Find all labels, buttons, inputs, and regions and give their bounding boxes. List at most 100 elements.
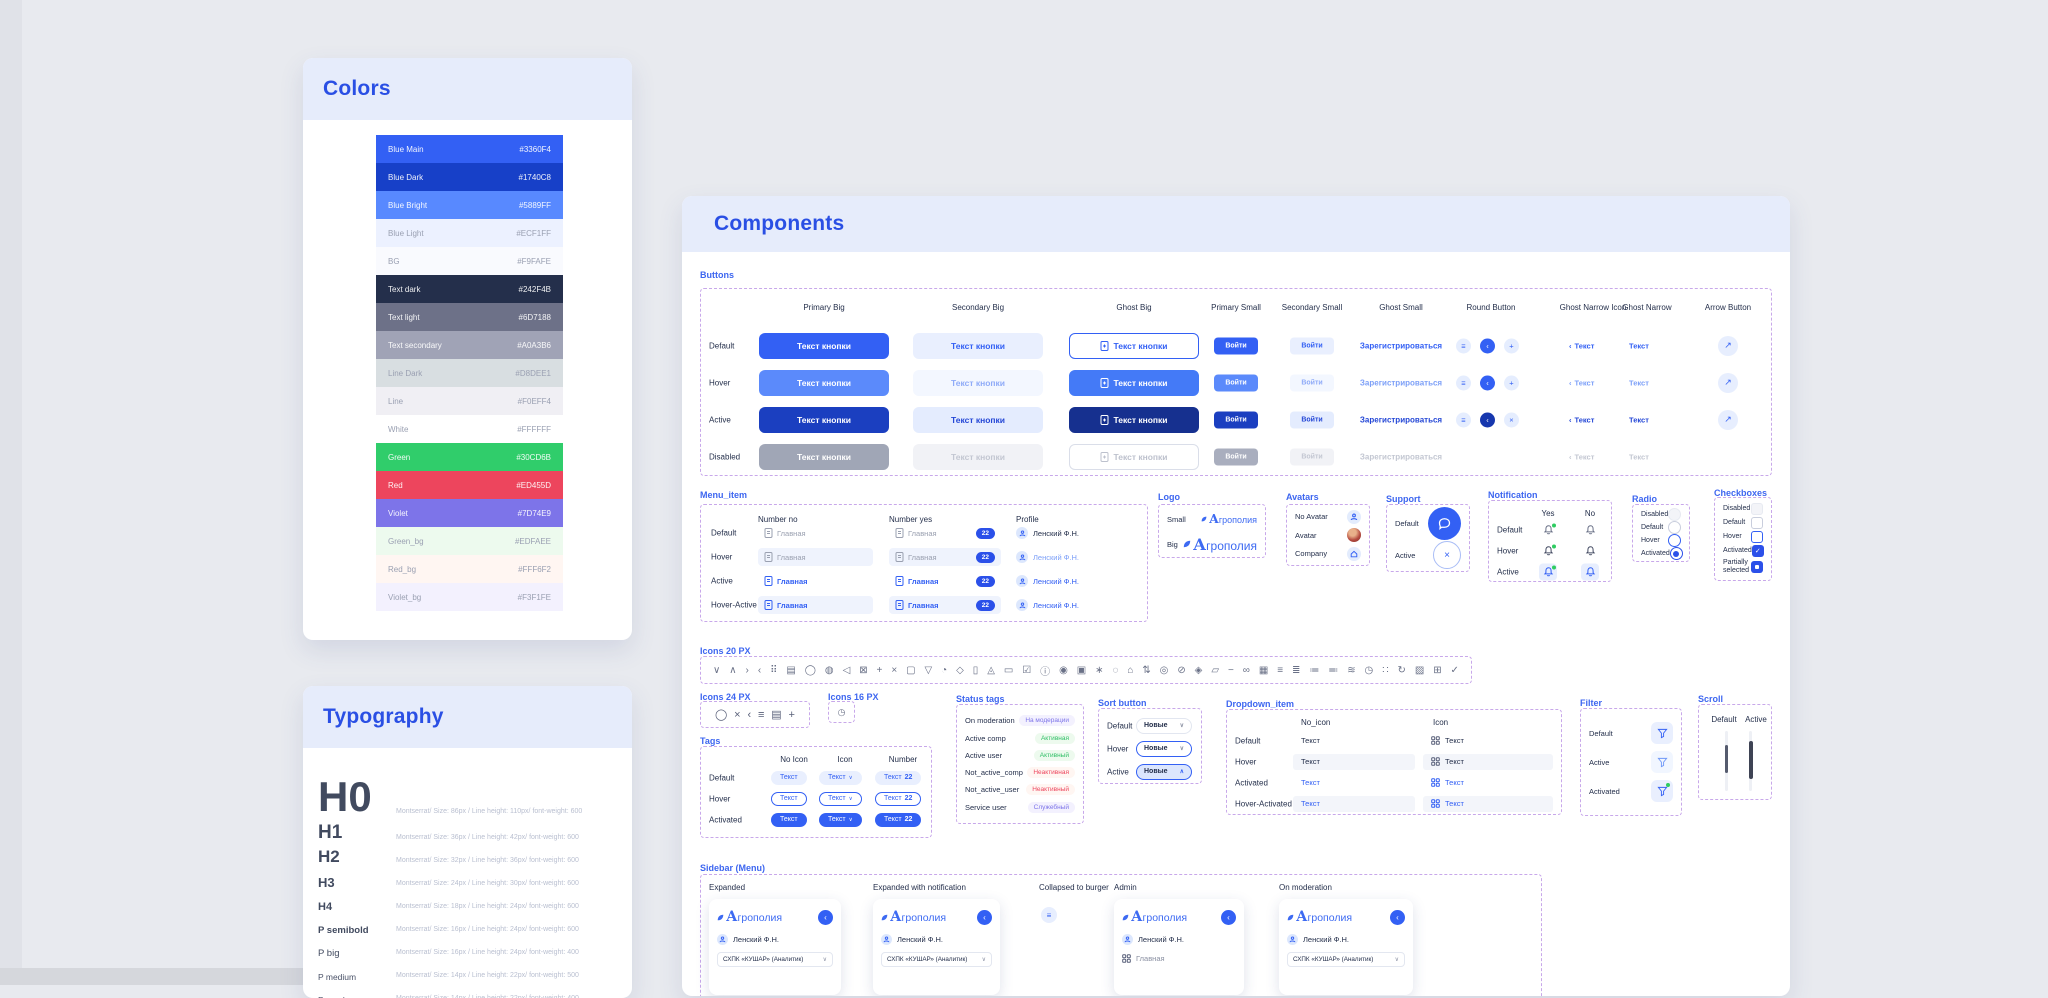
page-icon[interactable]: ▯ xyxy=(972,664,979,676)
dropdown-item-with-icon[interactable]: Текст xyxy=(1423,733,1553,749)
ghost-small-link[interactable]: Зарегистрироваться xyxy=(1359,452,1443,461)
dropdown-item-with-icon[interactable]: Текст xyxy=(1423,753,1553,770)
secondary-big-button[interactable]: Текст кнопки xyxy=(913,369,1043,396)
checkbox-control[interactable]: ✓ xyxy=(1751,560,1763,573)
round-plus-button[interactable]: + xyxy=(1504,375,1519,390)
round-plus-button[interactable]: × xyxy=(1504,412,1519,427)
arrow-button[interactable]: ↗ xyxy=(1718,372,1738,393)
grid-plus-icon[interactable]: ⊞ xyxy=(1433,664,1442,676)
check-square-icon[interactable]: ☑ xyxy=(1022,664,1032,676)
send-icon[interactable]: ◁ xyxy=(842,664,851,676)
filter-button[interactable] xyxy=(1651,722,1673,744)
gem-icon[interactable]: ◈ xyxy=(1194,664,1203,676)
dots-icon[interactable]: ∷ xyxy=(1382,664,1389,676)
round-burger-button[interactable]: ≡ xyxy=(1456,412,1471,427)
sort-dropdown-button[interactable]: Новые ∧ xyxy=(1136,763,1192,780)
secondary-big-button[interactable]: Текст кнопки xyxy=(913,406,1043,433)
organization-select[interactable]: СХПК «КУШАР» (Аналитик) ∨ xyxy=(881,952,992,967)
scrollbar-thumb[interactable] xyxy=(1749,741,1753,779)
sidebar-collapse-button[interactable]: ‹ xyxy=(977,909,992,925)
secondary-small-button[interactable]: Войти xyxy=(1290,337,1334,354)
ghost-narrow-link[interactable]: Текст xyxy=(1629,415,1649,424)
arrow-button[interactable]: ↗ xyxy=(1718,335,1738,356)
support-button[interactable] xyxy=(1428,506,1461,540)
tag-with-number[interactable]: Текст 22 xyxy=(875,812,922,827)
tag[interactable]: Текст xyxy=(771,770,807,785)
primary-small-button[interactable]: Войти xyxy=(1214,411,1258,428)
round-burger-button[interactable]: ≡ xyxy=(1456,375,1471,390)
ghost-narrow-link[interactable]: Текст xyxy=(1629,341,1649,350)
filter-icon[interactable]: ▽ xyxy=(924,664,933,676)
sidebar-collapse-button[interactable]: ‹ xyxy=(1221,909,1236,925)
secondary-small-button[interactable]: Войти xyxy=(1290,448,1334,465)
notification-bell[interactable] xyxy=(1581,563,1599,580)
sidebar-user[interactable]: Ленский Ф.Н. xyxy=(1122,934,1236,945)
organization-select[interactable]: СХПК «КУШАР» (Аналитик) ∨ xyxy=(717,952,833,967)
chevron-up-icon[interactable]: ∧ xyxy=(729,664,737,676)
sidebar-collapse-button[interactable]: ‹ xyxy=(1390,909,1405,925)
menu-item[interactable]: Главная xyxy=(758,596,873,614)
document-icon[interactable]: ▤ xyxy=(786,664,796,676)
check-icon[interactable]: ✓ xyxy=(1450,664,1459,676)
chevron-left-icon[interactable]: ‹ xyxy=(757,664,762,676)
round-back-button[interactable]: ‹ xyxy=(1480,375,1495,390)
ghost-big-button[interactable]: Текст кнопки xyxy=(1069,369,1199,396)
dropdown-item[interactable]: Текст xyxy=(1293,733,1415,749)
diamond-icon[interactable]: ◇ xyxy=(956,664,964,676)
ghost-narrow-link[interactable]: Текст xyxy=(1629,378,1649,387)
secondary-small-button[interactable]: Войти xyxy=(1290,411,1334,428)
tag-with-number[interactable]: Текст 22 xyxy=(875,770,922,785)
filter-button[interactable] xyxy=(1651,751,1673,773)
round-burger-button[interactable]: ≡ xyxy=(1456,338,1471,353)
sidebar-user[interactable]: Ленский Ф.Н. xyxy=(1287,934,1405,945)
radio-control[interactable] xyxy=(1668,508,1682,521)
frame-icon[interactable]: ▱ xyxy=(1211,664,1220,676)
chevron-down-icon[interactable]: ∨ xyxy=(713,664,721,676)
chat-icon[interactable]: ◯ xyxy=(804,664,816,676)
circle-icon[interactable]: ◌ xyxy=(1112,664,1119,676)
secondary-big-button[interactable]: Текст кнопки xyxy=(913,443,1043,470)
avatar-photo[interactable] xyxy=(1347,528,1361,542)
radio-control[interactable] xyxy=(1668,534,1681,547)
slash-icon[interactable]: ⊘ xyxy=(1177,664,1186,676)
profile-menu-item[interactable]: Ленский Ф.Н. xyxy=(1016,575,1079,587)
sidebar-user[interactable]: Ленский Ф.Н. xyxy=(881,934,992,945)
chevron-left-icon[interactable]: ‹ xyxy=(747,708,752,721)
sidebar-menu-item-home[interactable]: Главная xyxy=(1122,954,1236,963)
burger-icon[interactable]: ≡ xyxy=(758,708,765,721)
tag-with-number[interactable]: Текст 22 xyxy=(875,791,922,806)
file-plus-icon[interactable]: ▤ xyxy=(771,709,782,721)
info-icon[interactable]: ⓘ xyxy=(1040,666,1051,678)
refresh-icon[interactable]: ↻ xyxy=(1397,664,1406,676)
avatar-placeholder[interactable] xyxy=(1347,509,1361,524)
primary-small-button[interactable]: Войти xyxy=(1214,337,1258,354)
plus-icon[interactable]: + xyxy=(876,664,883,676)
rows-icon[interactable]: ≋ xyxy=(1347,664,1356,676)
align-left-icon[interactable]: ≔ xyxy=(1309,664,1320,676)
ghost-narrow-icon-link[interactable]: ‹ Текст xyxy=(1569,452,1594,461)
menu-item[interactable]: Главная xyxy=(758,548,873,566)
primary-big-button[interactable]: Текст кнопки xyxy=(759,369,889,396)
menu-item-with-badge[interactable]: Главная 22 xyxy=(889,572,1001,590)
ghost-narrow-icon-link[interactable]: ‹ Текст xyxy=(1569,415,1594,424)
chat-icon[interactable]: ◯ xyxy=(715,709,728,721)
menu-icon[interactable]: ≡ xyxy=(1277,664,1284,676)
sort-icon[interactable]: ⇅ xyxy=(1142,664,1151,676)
ghost-small-link[interactable]: Зарегистрироваться xyxy=(1359,415,1443,424)
ghost-big-button[interactable]: Текст кнопки xyxy=(1069,406,1199,433)
inbox-icon[interactable]: ▭ xyxy=(1003,664,1014,676)
secondary-big-button[interactable]: Текст кнопки xyxy=(913,332,1043,359)
notification-bell[interactable] xyxy=(1581,521,1599,538)
dropdown-item[interactable]: Текст xyxy=(1293,775,1415,791)
menu-item-with-badge[interactable]: Главная 22 xyxy=(889,548,1001,566)
round-back-button[interactable]: ‹ xyxy=(1480,338,1495,353)
scrollbar-track-active[interactable] xyxy=(1749,731,1753,791)
support-close-button[interactable]: × xyxy=(1433,541,1461,570)
clock-icon[interactable]: ◷ xyxy=(1364,664,1374,676)
checkbox-control[interactable]: ✓ xyxy=(1751,544,1764,557)
primary-big-button[interactable]: Текст кнопки xyxy=(759,406,889,433)
tag[interactable]: Текст xyxy=(771,791,807,806)
organization-select[interactable]: СХПК «КУШАР» (Аналитик) ∨ xyxy=(1287,952,1405,967)
sort-dropdown-button[interactable]: Новые ∨ xyxy=(1136,740,1192,757)
clock-icon[interactable]: ◷ xyxy=(837,706,846,717)
